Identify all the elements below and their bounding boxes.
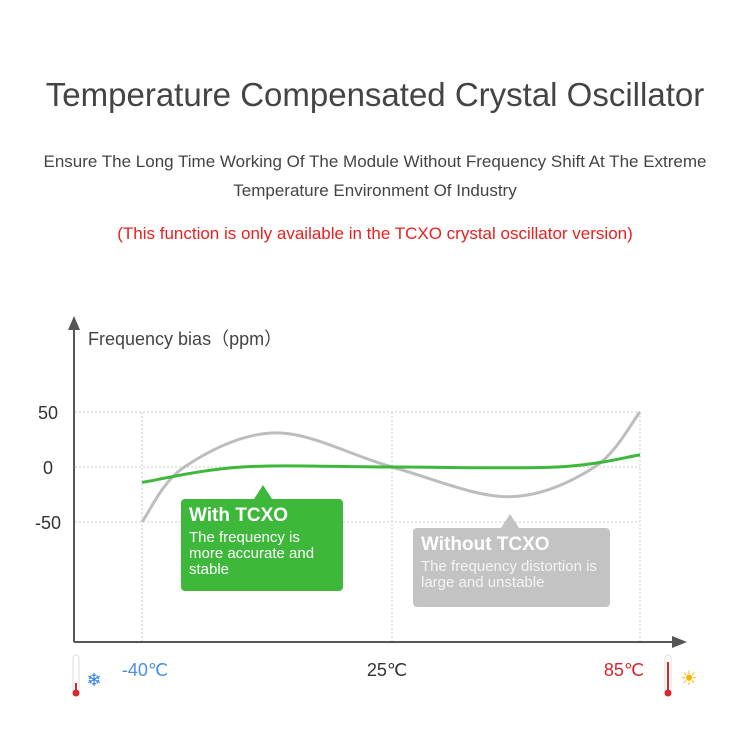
y-axis-arrow [68, 316, 80, 330]
x-tick-label: 25℃ [367, 660, 407, 680]
callout-text: The frequency distortion is large and un… [421, 558, 597, 591]
x-tick-label: 85℃ [604, 660, 644, 680]
without-tcxo-callout: Without TCXO The frequency distortion is … [413, 514, 610, 607]
subtitle-line: Temperature Environment Of Industry [233, 181, 517, 200]
version-note: (This function is only available in the … [117, 224, 633, 243]
thermometer-cold-icon-bulb [72, 689, 80, 697]
callout-text: The frequency is more accurate and stabl… [189, 529, 315, 578]
y-tick-label: 0 [43, 458, 53, 478]
series-line-with-tcxo [141, 453, 641, 484]
x-tick-label: -40℃ [122, 660, 168, 680]
x-axis-arrow [672, 636, 687, 648]
callout-title: Without TCXO [421, 534, 550, 555]
y-tick-label: 50 [38, 403, 58, 423]
page-title: Temperature Compensated Crystal Oscillat… [45, 76, 705, 113]
y-tick-label: -50 [35, 513, 61, 533]
subtitle-line: Ensure The Long Time Working Of The Modu… [43, 152, 707, 171]
thermometer-hot-icon-bulb [664, 689, 672, 697]
with-tcxo-callout: With TCXO The frequency is more accurate … [181, 485, 343, 591]
subtitle: Ensure The Long Time Working Of The Modu… [0, 147, 750, 205]
y-axis-label: Frequency bias（ppm） [88, 329, 282, 349]
snowflake-icon: ❄ [86, 670, 101, 690]
sun-icon: ☀ [680, 668, 698, 690]
callout-title: With TCXO [189, 505, 289, 526]
